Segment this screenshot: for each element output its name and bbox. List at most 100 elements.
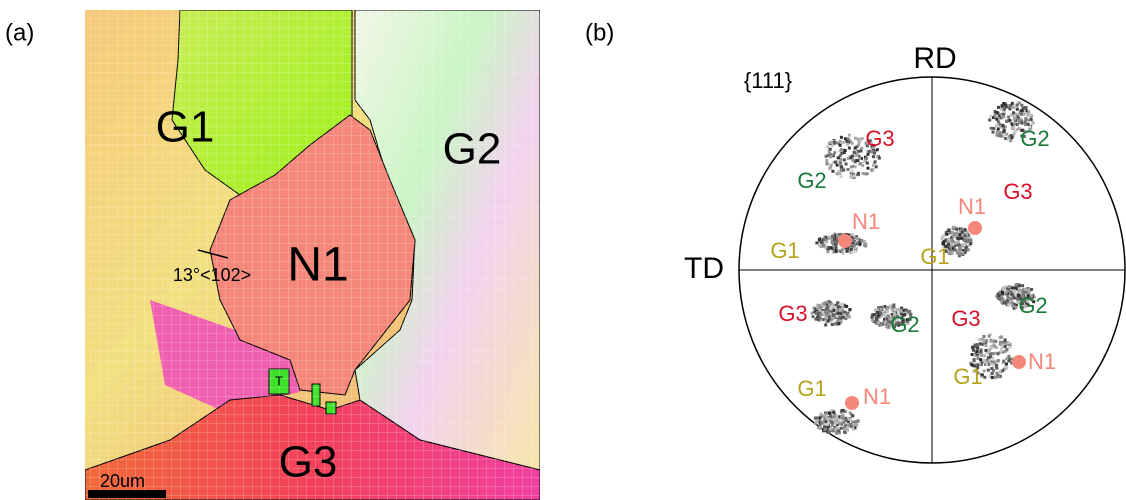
- pole-point: [998, 336, 1002, 340]
- pole-point: [1003, 338, 1007, 342]
- pole-point: [1015, 128, 1019, 132]
- pole-point: [942, 234, 946, 238]
- pole-point: [886, 320, 890, 323]
- pole-point: [1024, 123, 1027, 127]
- pole-point: [819, 245, 823, 249]
- pole-point: [1007, 354, 1011, 358]
- pole-point: [852, 151, 856, 154]
- pole-point: [840, 309, 844, 313]
- pole-point: [954, 231, 958, 235]
- pole-point: [1009, 139, 1013, 143]
- pole-point: [1026, 122, 1030, 126]
- pole-label: G1: [770, 238, 799, 263]
- pole-point: [994, 365, 998, 369]
- pole-point: [1017, 283, 1021, 287]
- pole-point: [835, 421, 839, 425]
- pole-point: [872, 149, 876, 152]
- pole-point: [878, 311, 882, 315]
- pole-point: [857, 154, 861, 158]
- pole-point: [860, 156, 863, 160]
- pole-point: [889, 317, 893, 321]
- pole-point: [1017, 127, 1021, 130]
- pole-point: [895, 321, 898, 325]
- pole-point: [979, 358, 983, 361]
- pole-point: [839, 422, 843, 426]
- pole-label: G3: [951, 306, 980, 331]
- pole-point: [854, 154, 858, 158]
- pole-point: [837, 249, 840, 253]
- pole-point: [966, 240, 970, 244]
- pole-point: [829, 320, 833, 324]
- pole-point: [908, 317, 912, 321]
- pole-point: [847, 315, 851, 319]
- pole-point: [841, 251, 845, 255]
- pole-point: [957, 254, 961, 258]
- pole-point: [836, 311, 840, 315]
- pole-point: [995, 124, 999, 127]
- pole-label: N1: [863, 384, 891, 409]
- pole-point: [989, 361, 993, 365]
- pole-point: [961, 243, 965, 247]
- pole-point: [826, 248, 830, 252]
- pole-point: [995, 117, 999, 121]
- pole-point: [868, 149, 872, 153]
- pole-point: [812, 306, 816, 310]
- ebsd-map: [85, 10, 540, 500]
- pole-point: [972, 348, 976, 352]
- pole-point: [969, 242, 973, 245]
- pole-point: [991, 356, 995, 360]
- pole-point: [944, 240, 947, 244]
- pole-point: [830, 235, 834, 238]
- pole-point: [831, 415, 835, 419]
- pole-label: G1: [797, 376, 826, 401]
- pole-point: [818, 426, 822, 430]
- pole-point: [986, 356, 990, 359]
- pole-point: [865, 161, 869, 165]
- pole-point: [810, 311, 814, 315]
- pole-point: [860, 239, 864, 243]
- pole-point: [900, 316, 904, 320]
- pole-point: [1016, 298, 1020, 302]
- pole-point: [824, 414, 828, 418]
- pole-point: [992, 368, 996, 372]
- pole-label: G2: [1018, 293, 1047, 318]
- pole-point: [1000, 107, 1004, 111]
- pole-point: [1032, 300, 1036, 304]
- pole-point: [897, 308, 901, 311]
- pole-point: [979, 348, 983, 352]
- pole-point: [834, 141, 838, 145]
- pole-point: [818, 316, 822, 320]
- pole-point: [1012, 114, 1016, 118]
- pole-point: [1004, 290, 1008, 294]
- pole-point: [1031, 121, 1035, 125]
- pole-point: [976, 363, 980, 367]
- pole-point: [866, 152, 870, 156]
- pole-point: [998, 290, 1002, 294]
- pole-point: [1021, 106, 1025, 110]
- pole-point: [955, 227, 959, 231]
- pole-point: [837, 322, 841, 326]
- pole-label: N1: [852, 209, 880, 234]
- pole-point: [838, 139, 842, 143]
- pole-point: [1015, 107, 1019, 111]
- plane-label: {111}: [744, 68, 792, 93]
- pole-label: N1: [1028, 349, 1056, 374]
- pole-point: [942, 240, 946, 244]
- pole-point: [1021, 289, 1025, 293]
- pole-point: [1028, 289, 1032, 293]
- pole-point: [827, 235, 831, 239]
- pole-point: [865, 172, 869, 176]
- pole-point: [1010, 295, 1014, 299]
- pole-point: [1010, 101, 1014, 105]
- pole-point: [1012, 131, 1016, 135]
- pole-point: [1007, 136, 1011, 139]
- pole-point: [870, 315, 874, 319]
- pole-point: [1025, 291, 1029, 295]
- pole-point: [983, 375, 987, 379]
- pole-point: [851, 414, 855, 418]
- pole-point: [959, 245, 963, 249]
- pole-point: [999, 116, 1003, 120]
- pole-point: [845, 246, 849, 250]
- pole-point: [989, 355, 993, 358]
- pole-point: [1011, 286, 1015, 290]
